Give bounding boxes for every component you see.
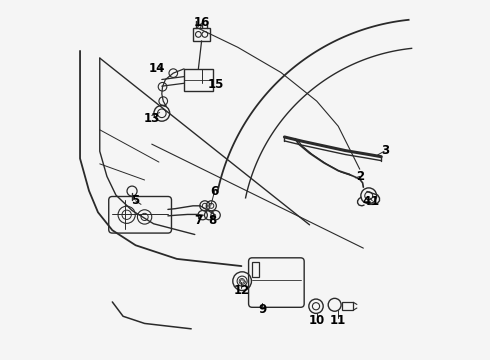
Text: 2: 2 <box>356 170 364 183</box>
Text: 7: 7 <box>195 214 202 227</box>
Text: 13: 13 <box>144 112 160 125</box>
Text: 16: 16 <box>194 17 210 30</box>
Text: 3: 3 <box>381 144 389 157</box>
Text: 15: 15 <box>208 78 224 91</box>
Text: 8: 8 <box>208 214 216 227</box>
Text: 9: 9 <box>258 303 267 316</box>
Bar <box>193 28 210 41</box>
Bar <box>184 69 213 91</box>
Text: 12: 12 <box>233 284 249 297</box>
Text: 1: 1 <box>371 195 379 208</box>
Text: 14: 14 <box>149 62 165 75</box>
Text: 11: 11 <box>329 314 345 327</box>
Text: 5: 5 <box>131 194 140 207</box>
Text: 4: 4 <box>363 195 371 208</box>
Bar <box>252 262 259 277</box>
Text: 6: 6 <box>210 185 219 198</box>
Text: 10: 10 <box>309 314 325 327</box>
Bar <box>342 302 353 310</box>
